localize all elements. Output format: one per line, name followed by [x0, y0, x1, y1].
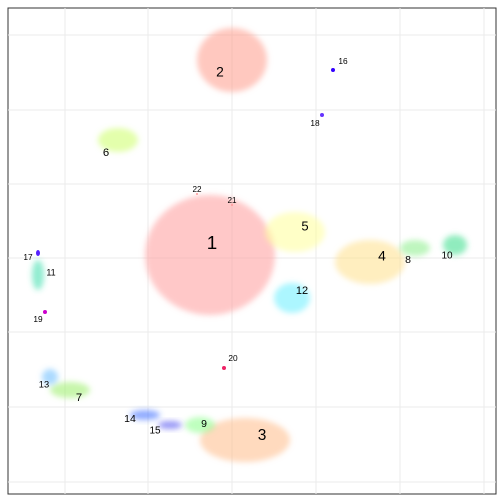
cluster-label: 1 — [207, 232, 217, 253]
cluster — [400, 240, 430, 256]
cluster-label: 19 — [33, 314, 43, 324]
cluster — [231, 204, 233, 206]
cluster-label: 13 — [39, 379, 49, 389]
marks — [32, 28, 467, 462]
cluster — [335, 240, 405, 284]
cluster — [145, 195, 275, 315]
cluster — [42, 369, 58, 385]
cluster — [331, 68, 335, 72]
cluster-label: 16 — [338, 56, 348, 66]
cluster-label: 20 — [228, 353, 238, 363]
cluster — [443, 235, 467, 255]
cluster-label: 5 — [301, 218, 308, 233]
cluster — [274, 283, 310, 313]
cluster — [158, 421, 182, 429]
cluster-label: 11 — [46, 267, 55, 277]
cluster-label: 12 — [296, 285, 308, 297]
cluster — [185, 417, 215, 433]
cluster — [320, 113, 324, 117]
cluster — [130, 410, 160, 420]
cluster-label: 14 — [124, 413, 136, 425]
cluster-label: 22 — [192, 185, 202, 194]
cluster — [196, 193, 198, 195]
cluster — [222, 366, 226, 370]
cluster-label: 3 — [258, 427, 267, 444]
cluster-label: 10 — [441, 251, 453, 262]
cluster-label: 15 — [149, 426, 161, 437]
cluster-label: 17 — [23, 252, 33, 262]
cluster-label: 2 — [216, 64, 224, 80]
cluster — [36, 250, 40, 256]
cluster — [32, 260, 44, 290]
cluster — [98, 128, 138, 152]
cluster — [200, 418, 290, 462]
cluster — [50, 382, 90, 398]
cluster-label: 4 — [378, 248, 386, 264]
cluster — [265, 212, 325, 252]
cluster-label: 6 — [103, 147, 109, 159]
cluster — [43, 310, 47, 314]
cluster-label: 21 — [227, 196, 237, 205]
cluster-label: 9 — [201, 418, 207, 430]
cluster-label: 18 — [310, 118, 320, 128]
cluster — [197, 28, 267, 92]
cluster-label: 7 — [76, 392, 82, 404]
cluster-label: 8 — [405, 254, 411, 266]
